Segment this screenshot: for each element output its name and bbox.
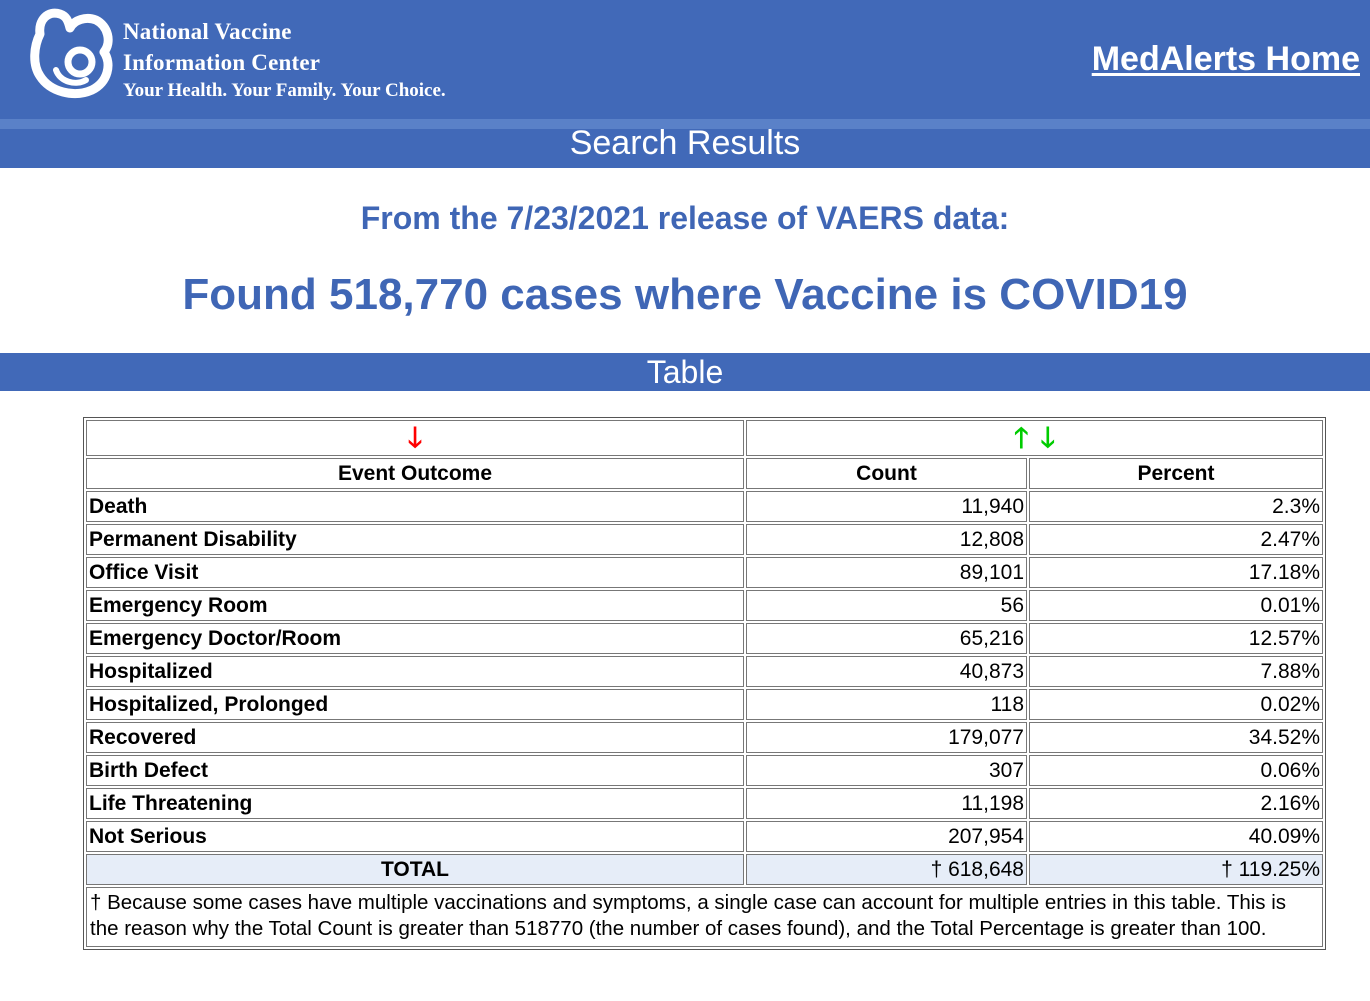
footnote-row: † Because some cases have multiple vacci… bbox=[86, 887, 1323, 947]
org-name-line1: National Vaccine bbox=[123, 19, 292, 44]
total-row: TOTAL † 618,648 † 119.25% bbox=[86, 854, 1323, 885]
sort-count-up-icon[interactable]: 🡑 bbox=[1013, 422, 1029, 453]
count-cell: 56 bbox=[746, 590, 1027, 621]
table-row: Hospitalized, Prolonged 118 0.02% bbox=[86, 689, 1323, 720]
outcome-cell: Office Visit bbox=[86, 557, 744, 588]
column-header-percent: Percent bbox=[1029, 458, 1323, 489]
outcome-cell: Death bbox=[86, 491, 744, 522]
column-header-outcome: Event Outcome bbox=[86, 458, 744, 489]
table-row: Not Serious 207,954 40.09% bbox=[86, 821, 1323, 852]
outcome-cell: Permanent Disability bbox=[86, 524, 744, 555]
table-row: Permanent Disability 12,808 2.47% bbox=[86, 524, 1323, 555]
count-cell: 118 bbox=[746, 689, 1027, 720]
nvic-logo-icon[interactable] bbox=[30, 6, 114, 100]
count-cell: 11,198 bbox=[746, 788, 1027, 819]
column-header-count: Count bbox=[746, 458, 1027, 489]
percent-cell: 0.01% bbox=[1029, 590, 1323, 621]
percent-cell: † 119.25% bbox=[1029, 854, 1323, 885]
search-results-title: Search Results bbox=[569, 124, 801, 162]
count-sort-cell: 🡑 🡓 bbox=[746, 420, 1323, 456]
percent-cell: 2.16% bbox=[1029, 788, 1323, 819]
sort-row: 🡓 🡑 🡓 bbox=[86, 420, 1323, 456]
count-cell: 207,954 bbox=[746, 821, 1027, 852]
percent-cell: 12.57% bbox=[1029, 623, 1323, 654]
percent-cell: 40.09% bbox=[1029, 821, 1323, 852]
percent-cell: 7.88% bbox=[1029, 656, 1323, 687]
outcome-cell: Recovered bbox=[86, 722, 744, 753]
outcome-cell: Birth Defect bbox=[86, 755, 744, 786]
table-row: Death 11,940 2.3% bbox=[86, 491, 1323, 522]
outcome-cell: Life Threatening bbox=[86, 788, 744, 819]
table-section-title: Table bbox=[0, 353, 1370, 391]
percent-cell: 2.47% bbox=[1029, 524, 1323, 555]
org-name: National Vaccine Information Center Your… bbox=[123, 16, 446, 104]
sort-count-down-icon[interactable]: 🡓 bbox=[1040, 422, 1056, 453]
search-results-band bbox=[0, 119, 1370, 129]
percent-cell: 17.18% bbox=[1029, 557, 1323, 588]
table-row: Recovered 179,077 34.52% bbox=[86, 722, 1323, 753]
site-header: National Vaccine Information Center Your… bbox=[0, 0, 1370, 119]
count-cell: 40,873 bbox=[746, 656, 1027, 687]
header-row: Event Outcome Count Percent bbox=[86, 458, 1323, 489]
table-row: Office Visit 89,101 17.18% bbox=[86, 557, 1323, 588]
outcome-cell: TOTAL bbox=[86, 854, 744, 885]
table-row: Hospitalized 40,873 7.88% bbox=[86, 656, 1323, 687]
outcome-cell: Hospitalized, Prolonged bbox=[86, 689, 744, 720]
medalerts-home-link[interactable]: MedAlerts Home bbox=[1091, 40, 1360, 78]
results-table: 🡓 🡑 🡓 Event Outcome Count Percent Death 11… bbox=[83, 417, 1326, 950]
found-heading: Found 518,770 cases where Vaccine is COV… bbox=[182, 270, 1188, 319]
outcome-cell: Emergency Doctor/Room bbox=[86, 623, 744, 654]
count-cell: 65,216 bbox=[746, 623, 1027, 654]
table-row: Life Threatening 11,198 2.16% bbox=[86, 788, 1323, 819]
org-tagline: Your Health. Your Family. Your Choice. bbox=[123, 80, 446, 101]
table-row: Emergency Room 56 0.01% bbox=[86, 590, 1323, 621]
count-cell: 12,808 bbox=[746, 524, 1027, 555]
outcome-cell: Not Serious bbox=[86, 821, 744, 852]
search-results-bar: Search Results bbox=[0, 119, 1370, 168]
org-name-line2: Information Center bbox=[123, 50, 321, 75]
sort-outcome-down-icon[interactable]: 🡓 bbox=[407, 422, 423, 453]
count-cell: 307 bbox=[746, 755, 1027, 786]
footnote-text: † Because some cases have multiple vacci… bbox=[86, 887, 1323, 947]
percent-cell: 0.02% bbox=[1029, 689, 1323, 720]
outcome-cell: Hospitalized bbox=[86, 656, 744, 687]
percent-cell: 0.06% bbox=[1029, 755, 1323, 786]
count-cell: † 618,648 bbox=[746, 854, 1027, 885]
release-heading: From the 7/23/2021 release of VAERS data… bbox=[360, 200, 1010, 236]
percent-cell: 34.52% bbox=[1029, 722, 1323, 753]
count-cell: 89,101 bbox=[746, 557, 1027, 588]
count-cell: 179,077 bbox=[746, 722, 1027, 753]
table-row: Birth Defect 307 0.06% bbox=[86, 755, 1323, 786]
outcome-sort-cell: 🡓 bbox=[86, 420, 744, 456]
count-cell: 11,940 bbox=[746, 491, 1027, 522]
outcome-cell: Emergency Room bbox=[86, 590, 744, 621]
table-row: Emergency Doctor/Room 65,216 12.57% bbox=[86, 623, 1323, 654]
percent-cell: 2.3% bbox=[1029, 491, 1323, 522]
